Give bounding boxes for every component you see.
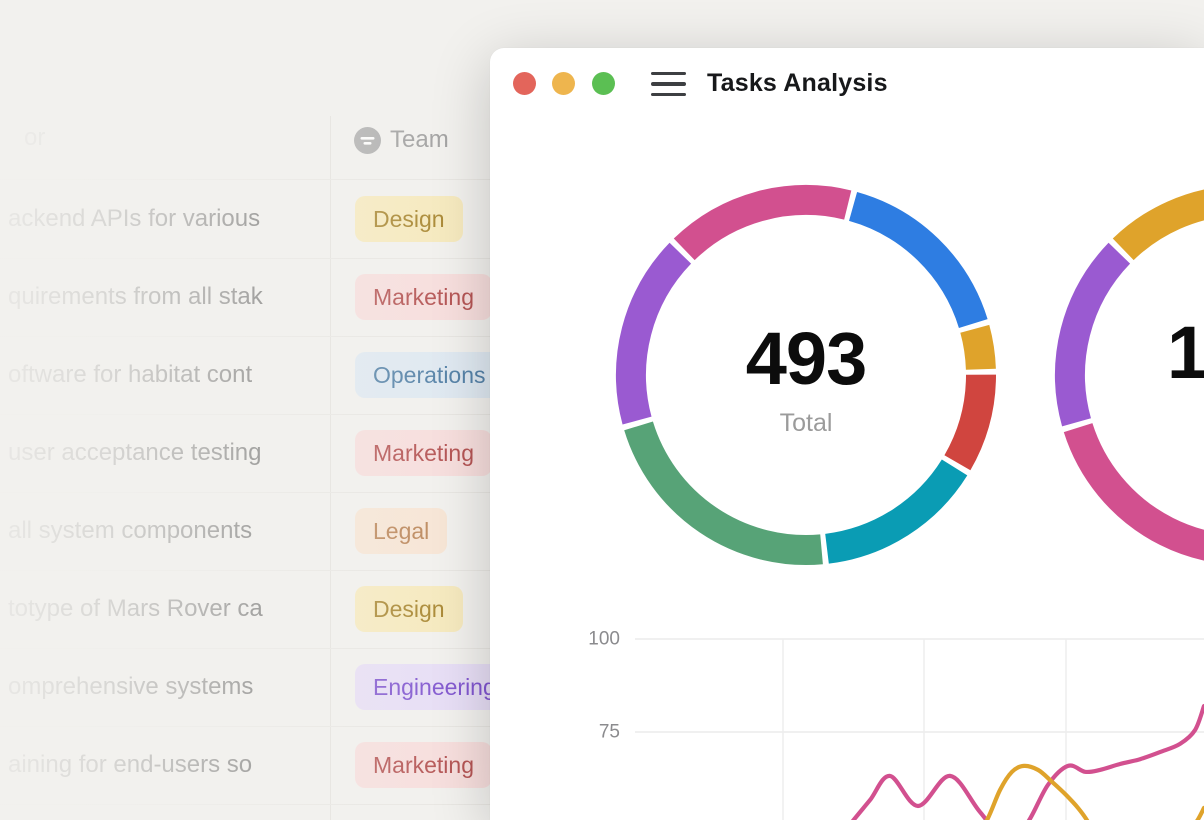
line-series-gold — [984, 763, 1090, 820]
donut-segment-gold[interactable] — [960, 324, 996, 371]
window-zoom-button[interactable] — [592, 72, 615, 95]
y-axis-tick-label: 100 — [588, 629, 620, 650]
hamburger-menu-icon[interactable] — [651, 72, 686, 96]
donut-segment-blue[interactable] — [848, 192, 988, 329]
tasks-analysis-window: Tasks Analysis 493 Total 1 100 75 — [490, 48, 1204, 820]
donut-segment-gold[interactable] — [1112, 189, 1204, 261]
y-axis-tick-label: 75 — [599, 722, 620, 743]
donut-segment-purple[interactable] — [1055, 242, 1131, 427]
donut-segment-purple[interactable] — [616, 242, 692, 425]
donut-secondary-value-partial: 1 — [1167, 311, 1204, 394]
donut-segment-green[interactable] — [624, 421, 823, 565]
window-title: Tasks Analysis — [707, 69, 888, 97]
donut-segment-magenta[interactable] — [1063, 422, 1204, 561]
donut-chart-secondary — [1055, 185, 1204, 565]
donut-total-value: 493 — [745, 317, 867, 400]
line-chart: 100 75 — [588, 629, 1204, 820]
line-series-gold-tail — [1195, 805, 1204, 820]
donut-total-label: Total — [779, 409, 833, 437]
line-series-magenta — [850, 703, 1204, 820]
donut-segment-red[interactable] — [944, 374, 997, 471]
donut-center-labels: 493 Total — [646, 215, 966, 535]
window-minimize-button[interactable] — [552, 72, 575, 95]
window-close-button[interactable] — [513, 72, 536, 95]
donut-segment-magenta[interactable] — [673, 185, 852, 261]
donut-chart-total-tasks: 493 Total — [616, 185, 997, 565]
donut-segment-teal[interactable] — [824, 459, 968, 564]
fade-overlay — [0, 0, 490, 820]
